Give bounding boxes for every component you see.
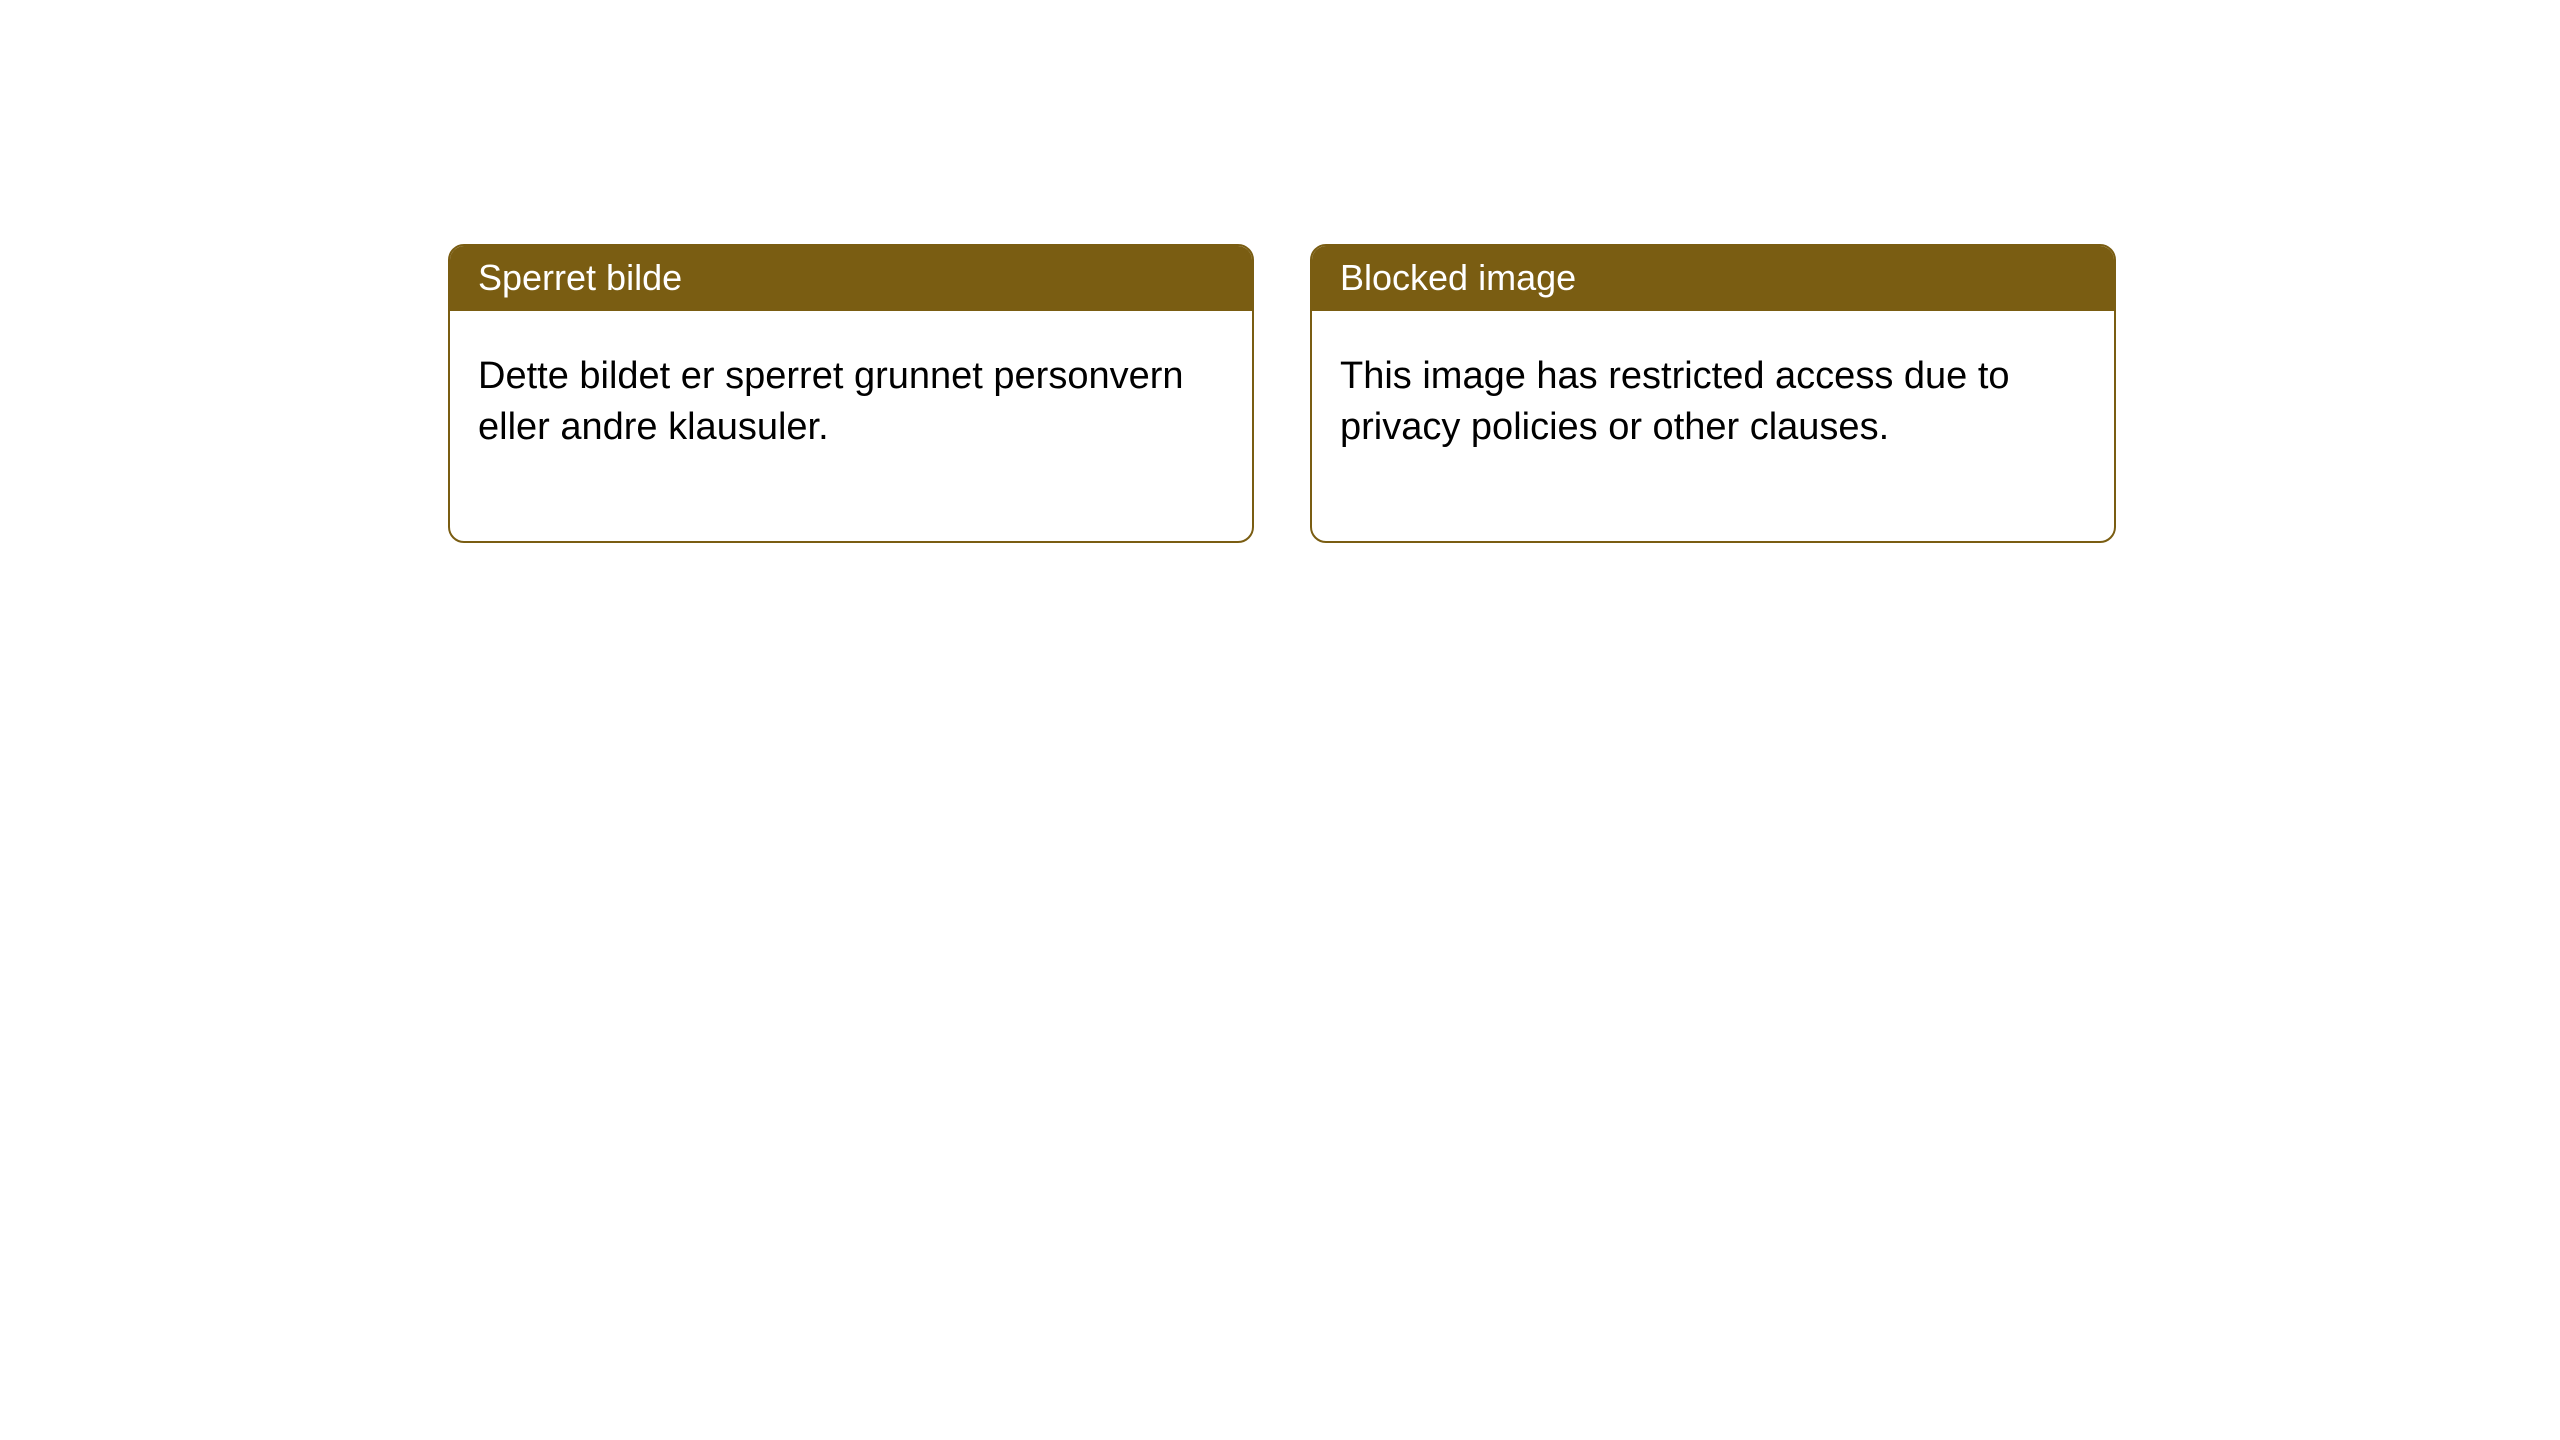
notice-container: Sperret bilde Dette bildet er sperret gr… [448,244,2116,543]
card-header-en: Blocked image [1312,246,2114,311]
card-header-no: Sperret bilde [450,246,1252,311]
notice-card-en: Blocked image This image has restricted … [1310,244,2116,543]
card-body-no: Dette bildet er sperret grunnet personve… [450,311,1252,541]
notice-card-no: Sperret bilde Dette bildet er sperret gr… [448,244,1254,543]
card-body-en: This image has restricted access due to … [1312,311,2114,541]
